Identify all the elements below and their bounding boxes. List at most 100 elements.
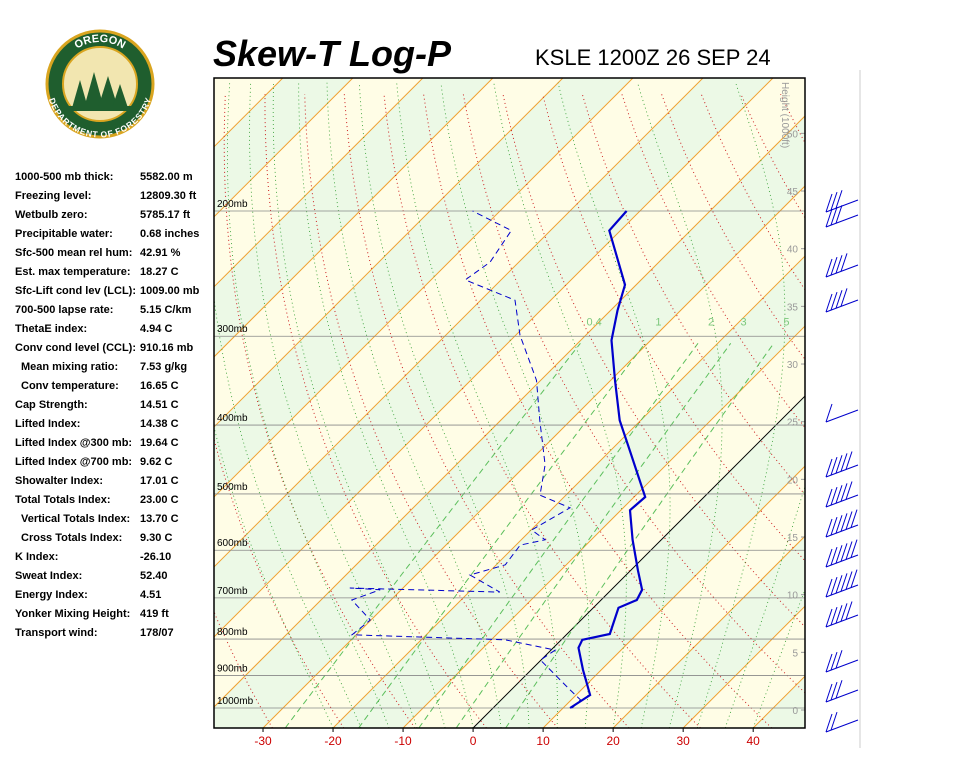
- barb-feather: [830, 206, 838, 226]
- index-label: Sweat Index:: [15, 570, 82, 582]
- mixing-ratio-label: 2: [708, 317, 714, 329]
- logo-text: OREGON: [73, 33, 128, 52]
- barb-feather: [845, 541, 853, 560]
- isotherm: [214, 78, 564, 428]
- y2-tick-label: 20: [787, 475, 799, 486]
- barb-feather: [830, 486, 838, 506]
- logo-top: OREGON: [73, 33, 128, 52]
- x-tick-label: -20: [324, 734, 342, 748]
- dry-adiabat: [223, 94, 416, 728]
- index-value: 0.68 inches: [140, 228, 199, 240]
- barb-feather: [835, 190, 843, 209]
- y2-tick-label: 50: [787, 129, 799, 140]
- barb-feather: [835, 455, 843, 474]
- isotherm: [214, 78, 494, 358]
- barb-feather: [825, 608, 833, 628]
- index-value: 5.15 C/km: [140, 304, 192, 316]
- barb-feather: [840, 603, 848, 622]
- barb-feather: [830, 606, 838, 626]
- isotherm: [893, 78, 960, 728]
- barb-feather: [835, 205, 843, 224]
- barb-feather: [840, 543, 848, 562]
- barb-feather: [835, 515, 843, 534]
- dry-adiabat: [939, 94, 960, 728]
- barb-feather: [850, 539, 858, 558]
- isotherm: [332, 255, 805, 728]
- dry-adiabat: [820, 94, 960, 728]
- barb-feather: [840, 513, 848, 532]
- title: Skew-T Log-P: [213, 33, 452, 74]
- index-label: Total Totals Index:: [15, 494, 111, 506]
- barb-feather: [840, 573, 848, 592]
- index-value: 14.51 C: [140, 399, 179, 411]
- dry-adiabat: [264, 94, 487, 728]
- barb-feather: [830, 711, 838, 731]
- index-label: Lifted Index @300 mb:: [15, 437, 132, 449]
- isotherm-band: [214, 78, 805, 707]
- barb-feather: [825, 713, 833, 733]
- dry-adiabat: [462, 94, 805, 694]
- barb-staff: [825, 214, 859, 228]
- temperature-line: [569, 210, 647, 709]
- barb-feather: [835, 485, 843, 504]
- index-label: Est. max temperature:: [15, 266, 131, 278]
- index-value: -26.10: [140, 551, 171, 563]
- index-label: Transport wind:: [15, 627, 98, 639]
- isotherm: [214, 78, 634, 498]
- barb-feather: [830, 256, 838, 276]
- barb-feather: [840, 483, 848, 502]
- y2-tick-label: 45: [787, 187, 799, 198]
- index-label: Lifted Index @700 mb:: [15, 456, 132, 468]
- barb-feather: [850, 569, 858, 588]
- y-tick-label: 200mb: [217, 199, 248, 210]
- barb-feather: [845, 481, 853, 500]
- index-label: Conv cond level (CCL):: [15, 342, 136, 354]
- isotherm: [823, 78, 960, 728]
- barb-feather: [830, 291, 838, 311]
- index-label: Yonker Mixing Height:: [15, 608, 130, 620]
- barb-feather: [825, 458, 833, 478]
- y2-tick-label: 40: [787, 245, 799, 256]
- index-value: 9.30 C: [140, 532, 172, 544]
- barb-staff: [825, 689, 859, 703]
- isotherm-band: [823, 78, 960, 728]
- mixing-ratio-label: 5: [783, 317, 789, 329]
- index-label: Lifted Index:: [15, 418, 80, 430]
- index-label: ThetaE index:: [15, 323, 87, 335]
- x-tick-label: -10: [394, 734, 412, 748]
- moist-adiabat: [440, 82, 590, 728]
- index-value: 17.01 C: [140, 475, 179, 487]
- y2-tick-label: 0: [792, 706, 798, 717]
- barb-feather: [825, 518, 833, 538]
- barb-feather: [840, 453, 848, 472]
- index-label: Sfc-500 mean rel hum:: [15, 247, 132, 259]
- index-label: Energy Index:: [15, 589, 88, 601]
- isotherm: [682, 605, 805, 728]
- index-label: 700-500 lapse rate:: [15, 304, 113, 316]
- barb-staff: [825, 409, 859, 423]
- barb-feather: [830, 651, 838, 671]
- barb-feather: [830, 191, 838, 211]
- dry-adiabat: [900, 94, 960, 728]
- index-value: 13.70 C: [140, 513, 179, 525]
- index-label: Cross Totals Index:: [21, 532, 122, 544]
- index-label: K Index:: [15, 551, 58, 563]
- barb-feather: [825, 193, 833, 213]
- plot-background: [214, 78, 960, 728]
- mixing-ratio-line: [505, 343, 775, 728]
- index-label: Mean mixing ratio:: [21, 361, 118, 373]
- index-label: Showalter Index:: [15, 475, 103, 487]
- index-label: Freezing level:: [15, 190, 91, 202]
- dewpoint-line: [349, 210, 582, 709]
- barb-feather: [825, 258, 833, 278]
- index-value: 18.27 C: [140, 266, 179, 278]
- index-value: 1009.00 mb: [140, 285, 200, 297]
- barb-feather: [830, 546, 838, 566]
- x-tick-label: 30: [676, 734, 690, 748]
- barb-feather: [825, 653, 833, 673]
- x-tick-label: 0: [470, 734, 477, 748]
- barb-feather: [835, 575, 843, 594]
- y2-tick-label: 10: [787, 591, 799, 602]
- index-label: Wetbulb zero:: [15, 209, 88, 221]
- isotherm: [214, 78, 424, 288]
